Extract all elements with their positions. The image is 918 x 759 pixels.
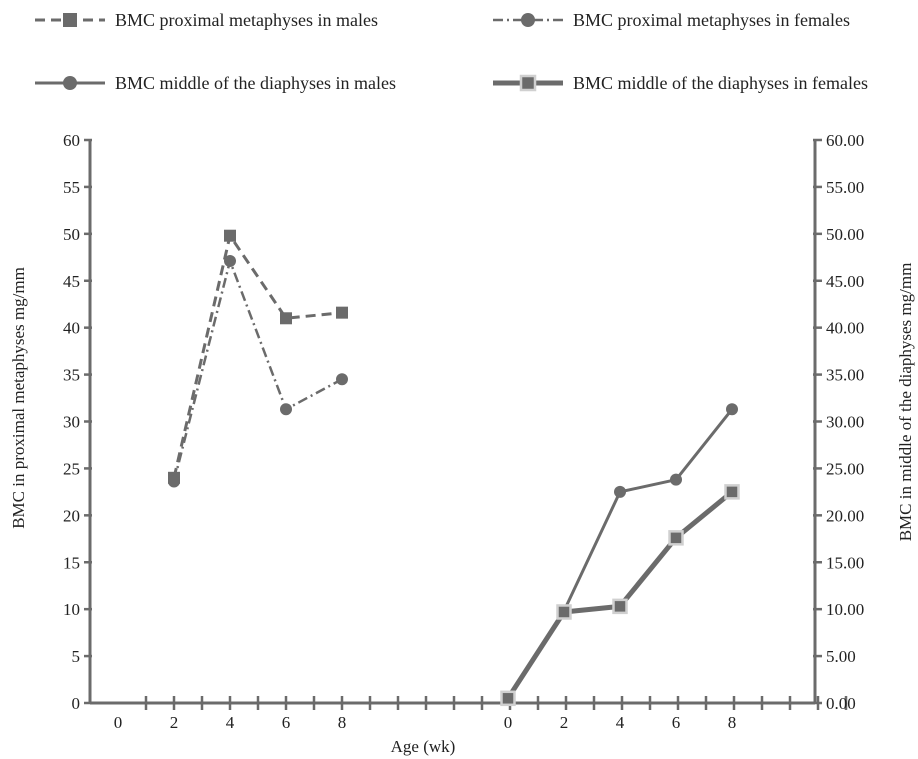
x-tick-label: 2 (170, 713, 179, 732)
data-point-circle (336, 373, 348, 386)
y-left-tick-label: 35 (63, 366, 80, 385)
x-tick-label: 8 (728, 713, 737, 732)
y-right-tick-label: 15.00 (826, 553, 864, 572)
y-left-tick-label: 45 (63, 272, 80, 291)
x-tick-label: 4 (616, 713, 625, 732)
y-left-tick-label: 25 (63, 459, 80, 478)
legend-item-females-metaphyses: BMC proximal metaphyses in females (493, 10, 850, 30)
data-point-square-outlined (724, 484, 740, 500)
y-right-tick-label: 10.00 (826, 600, 864, 619)
y-left-tick-label: 40 (63, 319, 80, 338)
series-line-3 (505, 489, 734, 700)
data-point-circle (168, 475, 180, 488)
y-left-tick-label: 10 (63, 600, 80, 619)
legend-item-males-diaphyses: BMC middle of the diaphyses in males (35, 73, 396, 93)
x-tick-label: 6 (672, 713, 681, 732)
legend-item-females-diaphyses: BMC middle of the diaphyses in females (493, 73, 868, 93)
legend-circle-marker (63, 76, 77, 90)
y-axis-right-title: BMC in middle of the diaphyses mg/mm (896, 263, 915, 542)
axes (84, 138, 848, 710)
series-line-0 (172, 234, 343, 479)
data-point-circle (614, 485, 626, 498)
y-right-tick-label: 35.00 (826, 366, 864, 385)
y-axis-left-title: BMC in proximal metaphyses mg/mm (9, 267, 28, 529)
legend-label: BMC proximal metaphyses in males (115, 10, 378, 30)
legend-square-marker (519, 74, 537, 92)
y-right-tick-label: 55.00 (826, 178, 864, 197)
y-right-tick-label: 25.00 (826, 459, 864, 478)
legend-square-marker (63, 13, 77, 27)
y-left-tick-label: 50 (63, 225, 80, 244)
series-line-1 (172, 259, 343, 482)
x-tick-label: 2 (560, 713, 569, 732)
data-point-square (224, 229, 236, 242)
data-point-circle (726, 403, 738, 416)
legend-label: BMC middle of the diaphyses in females (573, 73, 868, 93)
data-point-square-outlined (612, 598, 628, 615)
y-left-tick-label: 15 (63, 553, 80, 572)
y-right-tick-label: 45.00 (826, 272, 864, 291)
x-tick-label: 0 (504, 713, 513, 732)
data-point-circle (224, 255, 236, 268)
y-left-tick-label: 5 (72, 647, 81, 666)
series-markers (168, 229, 740, 707)
x-tick-label: 6 (282, 713, 291, 732)
data-point-square-outlined (556, 604, 572, 620)
data-point-circle (670, 473, 682, 486)
y-right-tick-label: 0.00 (826, 694, 856, 713)
legend-label: BMC proximal metaphyses in females (573, 10, 850, 30)
series-lines (172, 234, 734, 700)
data-point-circle (280, 403, 292, 416)
y-right-tick-label: 5.00 (826, 647, 856, 666)
y-right-tick-label: 20.00 (826, 506, 864, 525)
tick-labels: 0510152025303540455055600.005.0010.0015.… (63, 131, 864, 732)
y-right-tick-label: 60.00 (826, 131, 864, 150)
legend: BMC proximal metaphyses in males BMC pro… (35, 10, 868, 93)
y-left-tick-label: 55 (63, 178, 80, 197)
x-axis-title: Age (wk) (391, 737, 456, 756)
y-right-tick-label: 50.00 (826, 225, 864, 244)
legend-item-males-metaphyses: BMC proximal metaphyses in males (35, 10, 378, 30)
data-point-square (280, 312, 292, 325)
x-tick-label: 4 (226, 713, 235, 732)
x-tick-label: 0 (114, 713, 123, 732)
y-left-tick-label: 20 (63, 506, 80, 525)
series-line-2 (562, 408, 734, 612)
data-point-square-outlined (500, 690, 516, 707)
legend-circle-marker (521, 13, 535, 27)
legend-label: BMC middle of the diaphyses in males (115, 73, 396, 93)
y-right-tick-label: 40.00 (826, 319, 864, 338)
data-point-square (336, 306, 348, 319)
y-left-tick-label: 60 (63, 131, 80, 150)
x-tick-label: 8 (338, 713, 347, 732)
y-left-tick-label: 30 (63, 413, 80, 432)
data-point-square-outlined (668, 530, 684, 546)
y-right-tick-label: 30.00 (826, 413, 864, 432)
y-left-tick-label: 0 (72, 694, 81, 713)
